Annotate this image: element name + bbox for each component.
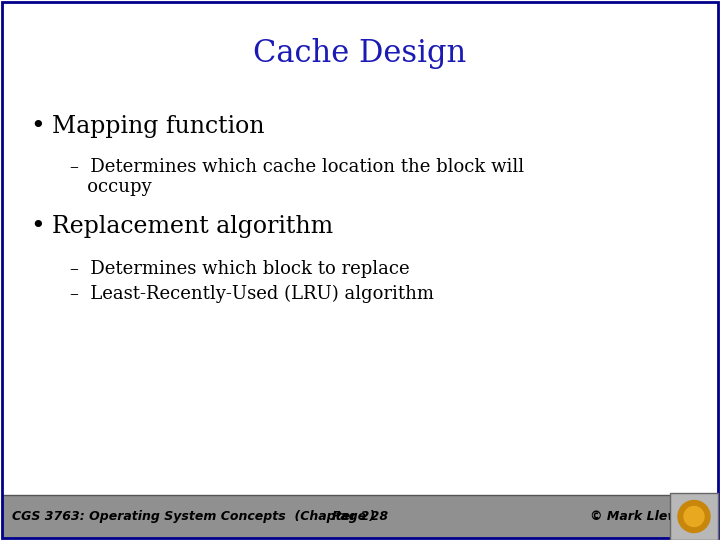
Text: Mapping function: Mapping function — [52, 115, 264, 138]
Text: © Mark Llewellyn: © Mark Llewellyn — [590, 510, 713, 523]
Circle shape — [684, 507, 704, 526]
Text: •: • — [30, 115, 45, 138]
Bar — [670, 493, 718, 540]
Text: occupy: occupy — [70, 178, 152, 196]
Text: Cache Design: Cache Design — [253, 38, 467, 69]
Circle shape — [678, 501, 710, 532]
Text: –  Least-Recently-Used (LRU) algorithm: – Least-Recently-Used (LRU) algorithm — [70, 285, 434, 303]
Text: CGS 3763: Operating System Concepts  (Chapter 2): CGS 3763: Operating System Concepts (Cha… — [12, 510, 375, 523]
Bar — [2, 495, 718, 538]
Text: Page 28: Page 28 — [332, 510, 388, 523]
Text: •: • — [30, 215, 45, 238]
Text: –  Determines which cache location the block will: – Determines which cache location the bl… — [70, 158, 524, 176]
Text: Replacement algorithm: Replacement algorithm — [52, 215, 333, 238]
Text: –  Determines which block to replace: – Determines which block to replace — [70, 260, 410, 278]
